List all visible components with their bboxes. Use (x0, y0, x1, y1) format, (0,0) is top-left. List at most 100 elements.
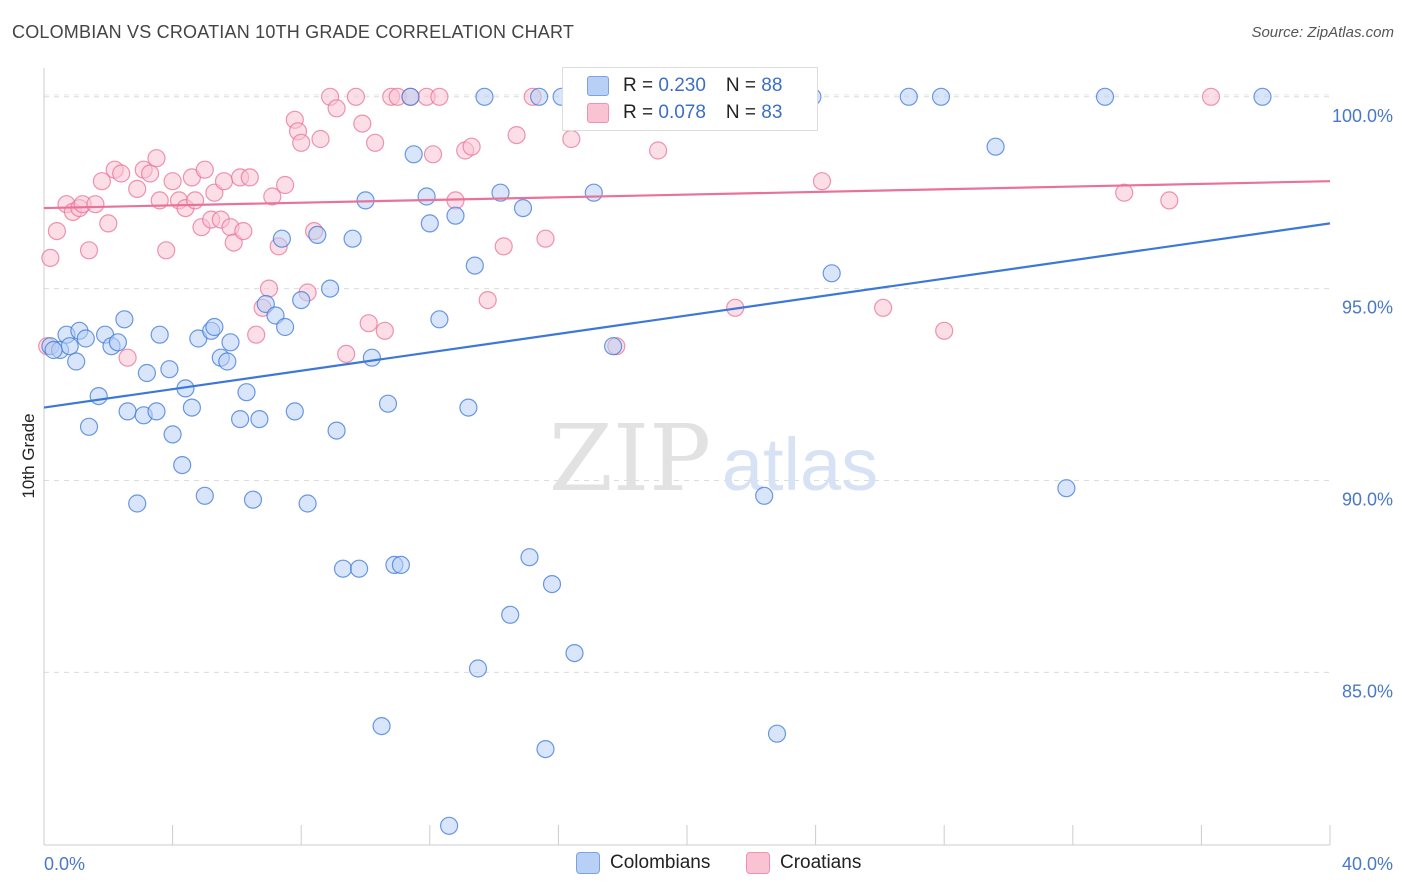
data-point (542, 574, 562, 594)
stats-legend: R = 0.230 N = 88 R = 0.078 N = 83 (562, 67, 818, 131)
data-point (163, 425, 182, 444)
data-point (221, 333, 240, 352)
tick-labels: 85.0% 90.0% 95.0% 100.0% 0.0% 40.0% (44, 106, 1393, 874)
data-point (584, 183, 603, 202)
data-point (163, 172, 182, 191)
data-point (263, 187, 282, 206)
legend-swatch-colombians (576, 852, 600, 874)
data-point (186, 191, 205, 210)
legend-swatch-colombians (587, 76, 609, 96)
data-point (272, 229, 291, 248)
chart-title: COLOMBIAN VS CROATIAN 10TH GRADE CORRELA… (12, 22, 575, 42)
legend-row-colombians: R = 0.230 N = 88 (587, 74, 782, 98)
watermark-zip: ZIP (549, 405, 711, 512)
data-point (292, 291, 311, 310)
data-point (108, 333, 128, 352)
data-point (41, 248, 60, 267)
legend-r-value: 0.078 (658, 102, 706, 123)
data-point (462, 137, 481, 156)
data-point (767, 724, 787, 743)
data-point (372, 716, 391, 736)
data-point (195, 160, 214, 179)
data-point (115, 310, 134, 329)
data-point (44, 340, 63, 360)
data-point (931, 87, 951, 106)
legend-r-label: R = (623, 75, 659, 96)
data-point (362, 348, 381, 367)
data-point (195, 486, 214, 505)
data-point (60, 337, 79, 356)
legend-swatch-croatians (746, 852, 770, 874)
data-point (1115, 183, 1134, 202)
data-point (430, 87, 449, 106)
data-point (565, 643, 584, 663)
data-point (1095, 87, 1115, 106)
data-point (137, 363, 156, 383)
data-point (243, 490, 263, 509)
data-point (79, 241, 99, 260)
legend-r-value: 0.230 (658, 75, 706, 96)
data-point (237, 383, 256, 402)
data-point (76, 329, 95, 348)
y-tick-label: 90.0% (1342, 489, 1393, 509)
data-point (536, 739, 555, 759)
legend-n-label: N = (725, 75, 762, 96)
data-point (468, 659, 488, 678)
data-point (292, 133, 311, 152)
data-point (298, 494, 317, 513)
data-point (247, 325, 266, 344)
trend-lines (43, 180, 1331, 409)
x-tick-label: 0.0% (44, 854, 85, 874)
legend-item-croatians[interactable]: Croatians (746, 852, 861, 874)
data-point (234, 222, 253, 241)
data-point (494, 237, 513, 256)
y-tick-label: 95.0% (1342, 298, 1393, 318)
legend-n-value: 88 (761, 75, 783, 96)
data-point (79, 417, 99, 436)
data-point (420, 214, 439, 233)
data-point (822, 264, 841, 283)
data-point (440, 816, 459, 835)
legend-label-croatians: Croatians (780, 852, 862, 873)
data-point (346, 87, 365, 106)
data-point (812, 172, 832, 191)
trend-line-croatians (43, 180, 1331, 210)
data-point (321, 279, 340, 298)
data-point (150, 325, 169, 344)
legend-row-croatians: R = 0.078 N = 83 (587, 101, 782, 125)
data-point (401, 87, 420, 106)
data-point (446, 206, 465, 225)
data-point (160, 360, 179, 379)
data-point (475, 87, 494, 106)
data-point (375, 321, 394, 340)
data-point (118, 402, 137, 421)
data-point (1160, 191, 1179, 210)
data-point (478, 291, 497, 310)
data-point (417, 187, 436, 206)
data-point (285, 402, 304, 421)
data-point (1057, 479, 1076, 498)
data-point (986, 137, 1005, 156)
data-point (157, 241, 176, 260)
data-point (205, 317, 224, 337)
data-point (501, 605, 520, 624)
data-point (430, 310, 449, 329)
data-point (391, 555, 410, 575)
data-point (327, 421, 346, 440)
data-point (147, 402, 166, 421)
data-point (648, 141, 668, 160)
data-point (873, 298, 893, 317)
legend-item-colombians[interactable]: Colombians (576, 852, 710, 874)
data-point (378, 394, 398, 413)
data-point (308, 225, 327, 244)
series-colombians (41, 87, 1272, 835)
data-point (465, 256, 484, 275)
data-point (240, 168, 259, 187)
data-point (359, 314, 378, 333)
data-point (513, 199, 533, 218)
data-point (491, 183, 510, 202)
x-tick-label: 40.0% (1342, 854, 1393, 874)
data-point (89, 387, 108, 406)
data-point (333, 559, 353, 578)
